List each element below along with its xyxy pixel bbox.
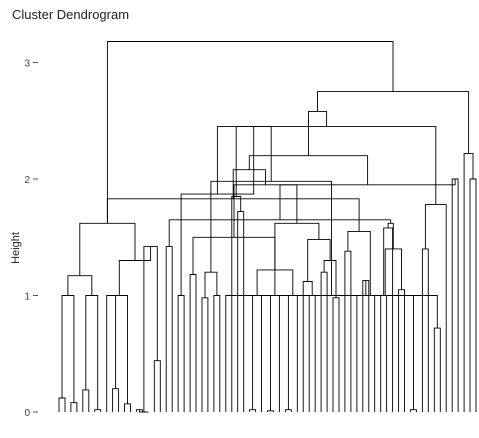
merge-link bbox=[317, 91, 470, 154]
y-axis: 0 1 2 3 bbox=[24, 59, 38, 419]
merge-link bbox=[237, 211, 245, 412]
merge-link bbox=[421, 248, 429, 412]
merge-link bbox=[365, 280, 376, 412]
merge-link bbox=[138, 409, 149, 413]
merge-link bbox=[332, 297, 340, 412]
merge-link bbox=[213, 295, 221, 412]
merge-link bbox=[267, 410, 274, 412]
merge-link bbox=[225, 295, 438, 412]
merge-link bbox=[274, 222, 320, 270]
merge-link bbox=[124, 403, 131, 412]
merge-link bbox=[112, 388, 120, 412]
merge-link bbox=[143, 246, 158, 412]
merge-link bbox=[106, 41, 394, 224]
merge-link bbox=[58, 397, 66, 412]
merge-link bbox=[320, 271, 328, 412]
merge-link bbox=[61, 295, 75, 403]
merge-link bbox=[323, 260, 337, 298]
merge-link bbox=[463, 152, 474, 412]
merge-link bbox=[344, 250, 352, 412]
merge-link bbox=[79, 222, 136, 276]
merge-link bbox=[433, 327, 441, 412]
merge-link bbox=[231, 196, 242, 412]
merge-link bbox=[189, 274, 197, 412]
merge-link bbox=[302, 281, 313, 412]
merge-link bbox=[249, 409, 257, 412]
chart-title: Cluster Dendrogram bbox=[12, 7, 129, 22]
merge-link bbox=[356, 295, 414, 412]
merge-link bbox=[410, 409, 417, 412]
merge-link bbox=[106, 198, 360, 232]
merge-link bbox=[308, 110, 328, 156]
merge-link bbox=[451, 178, 459, 412]
merge-link bbox=[94, 409, 102, 412]
y-tick-label: 3 bbox=[24, 59, 30, 70]
merge-link bbox=[153, 360, 161, 412]
dendrogram-tree bbox=[58, 41, 477, 413]
merge-link bbox=[67, 275, 93, 296]
y-axis-title: Height bbox=[10, 232, 22, 264]
merge-link bbox=[287, 295, 298, 412]
merge-link bbox=[469, 178, 477, 412]
merge-link bbox=[362, 279, 370, 412]
merge-link bbox=[380, 295, 388, 412]
merge-link bbox=[168, 219, 392, 247]
merge-link bbox=[204, 271, 218, 298]
merge-link bbox=[252, 295, 262, 412]
y-tick-label: 0 bbox=[24, 408, 30, 419]
y-tick-label: 1 bbox=[24, 292, 30, 303]
merge-link bbox=[106, 295, 117, 412]
merge-link bbox=[308, 295, 316, 412]
merge-link bbox=[279, 179, 456, 220]
merge-link bbox=[111, 295, 128, 404]
merge-link bbox=[165, 246, 173, 412]
merge-link bbox=[216, 126, 437, 205]
merge-link bbox=[85, 295, 99, 410]
merge-link bbox=[177, 295, 185, 412]
merge-link bbox=[201, 297, 209, 412]
merge-link bbox=[248, 155, 369, 185]
merge-link bbox=[284, 409, 292, 412]
merge-link bbox=[70, 402, 78, 412]
y-tick-label: 2 bbox=[24, 175, 30, 186]
merge-link bbox=[384, 248, 402, 296]
merge-link bbox=[82, 389, 90, 412]
merge-link bbox=[398, 289, 405, 412]
merge-link bbox=[270, 295, 280, 412]
